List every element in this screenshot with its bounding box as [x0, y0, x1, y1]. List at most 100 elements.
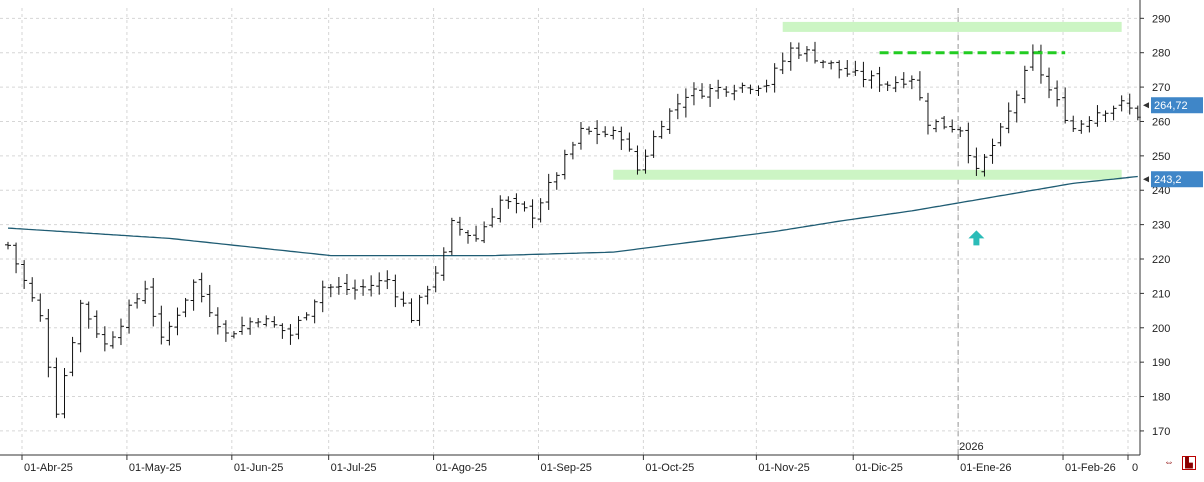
y-tick-label: 180 [1152, 392, 1170, 404]
ohlc-bar [577, 122, 584, 150]
ohlc-bar [529, 199, 536, 229]
scroll-icon[interactable]: ⇔ [1164, 457, 1174, 468]
chart-type-icon[interactable]: ▙ [1182, 456, 1196, 470]
ohlc-bar [828, 60, 835, 70]
ohlc-bar [997, 123, 1004, 147]
ohlc-bar [182, 297, 189, 318]
ohlc-bar [795, 42, 802, 59]
ohlc-bar [537, 198, 544, 223]
y-tick-label: 200 [1152, 323, 1170, 335]
ohlc-bar [206, 284, 213, 317]
ohlc-bar [255, 317, 262, 328]
y-tick-label: 230 [1152, 220, 1170, 232]
ohlc-bar [368, 275, 375, 297]
y-tick-label: 280 [1152, 48, 1170, 60]
ohlc-bar [416, 294, 423, 326]
ohlc-bar [134, 293, 141, 309]
ohlc-bar [109, 331, 116, 349]
support-zone [613, 169, 1122, 180]
ohlc-bar [981, 154, 988, 177]
y-tick-label: 260 [1152, 116, 1170, 128]
ohlc-bar [214, 307, 221, 335]
moving-average-tag-text: 243,2 [1154, 174, 1182, 186]
ohlc-bar [263, 315, 270, 327]
ohlc-bar [271, 316, 278, 328]
x-tick-label: 01-Oct-25 [645, 462, 694, 474]
last-price-tag-box [1151, 97, 1203, 114]
ohlc-bar [376, 272, 383, 295]
ohlc-bar [343, 273, 350, 296]
ohlc-bar [456, 216, 463, 236]
ohlc-bar [505, 196, 512, 209]
ohlc-bar [892, 76, 899, 93]
ohlc-bar [569, 141, 576, 160]
moving-average-layer [7, 175, 1138, 257]
ohlc-bar [69, 336, 76, 377]
grid-lines: 2026 [0, 8, 1140, 455]
year-marker-label: 2026 [959, 441, 983, 453]
ohlc-bar [965, 122, 972, 164]
price-bars-layer [5, 41, 1141, 419]
ohlc-bar [1046, 67, 1053, 99]
ohlc-bar [448, 217, 455, 256]
ohlc-bar [1110, 105, 1117, 121]
ohlc-bar [1029, 44, 1036, 71]
ohlc-bar [1037, 44, 1044, 84]
ohlc-bar [610, 126, 617, 140]
y-tick-label: 270 [1152, 82, 1170, 94]
ohlc-bar [586, 126, 593, 135]
moving-average-tag-pointer [1143, 176, 1149, 183]
ohlc-bar [723, 86, 730, 97]
axes [0, 0, 1141, 456]
ohlc-bar [957, 126, 964, 138]
ohlc-bar [93, 310, 100, 338]
ohlc-bar [836, 60, 843, 79]
ohlc-bar [941, 115, 948, 130]
price-tags: 264,72 243,2 [1143, 97, 1203, 188]
ohlc-bar [545, 173, 552, 210]
ohlc-bar [29, 277, 36, 302]
ohlc-bar [1054, 80, 1061, 107]
ohlc-bar [400, 291, 407, 307]
ohlc-bar [473, 225, 480, 242]
x-tick-label: 01-Ene-26 [960, 462, 1011, 474]
ohlc-bar [489, 207, 496, 228]
ohlc-bar [481, 221, 488, 244]
ohlc-bar [1021, 65, 1028, 104]
ohlc-bar [602, 126, 609, 138]
ohlc-bar [408, 298, 415, 323]
x-tick-label: 0 [1132, 462, 1138, 474]
ohlc-bar [432, 266, 439, 293]
ohlc-bar [916, 71, 923, 101]
y-tick-label: 240 [1152, 185, 1170, 197]
ohlc-bar [747, 84, 754, 95]
ohlc-bar [884, 81, 891, 91]
y-tick-label: 190 [1152, 357, 1170, 369]
ohlc-bar [908, 75, 915, 90]
ohlc-bar [812, 41, 818, 64]
ohlc-bar [1094, 105, 1101, 127]
x-tick-label: 01-Ago-25 [436, 462, 487, 474]
ohlc-bar [690, 82, 697, 106]
ohlc-bar [715, 79, 722, 99]
ohlc-bar [230, 331, 237, 339]
ohlc-bar [699, 83, 706, 99]
ohlc-bar [352, 279, 359, 300]
ohlc-bar [295, 316, 302, 340]
ohlc-bar [1078, 119, 1085, 134]
ohlc-bar [989, 138, 996, 164]
ohlc-bar [37, 293, 44, 322]
last-price-tag-pointer [1143, 102, 1149, 109]
ohlc-bar [1005, 102, 1012, 134]
x-tick-label: 01-Sep-25 [540, 462, 591, 474]
ohlc-bar [279, 323, 286, 339]
ohlc-bar [247, 317, 254, 335]
x-tick-label: 01-Nov-25 [758, 462, 809, 474]
ohlc-bar [674, 93, 681, 120]
ohlc-bar [5, 241, 11, 250]
y-tick-label: 250 [1152, 151, 1170, 163]
ohlc-bar [464, 230, 471, 244]
ohlc-bar [1070, 115, 1077, 132]
